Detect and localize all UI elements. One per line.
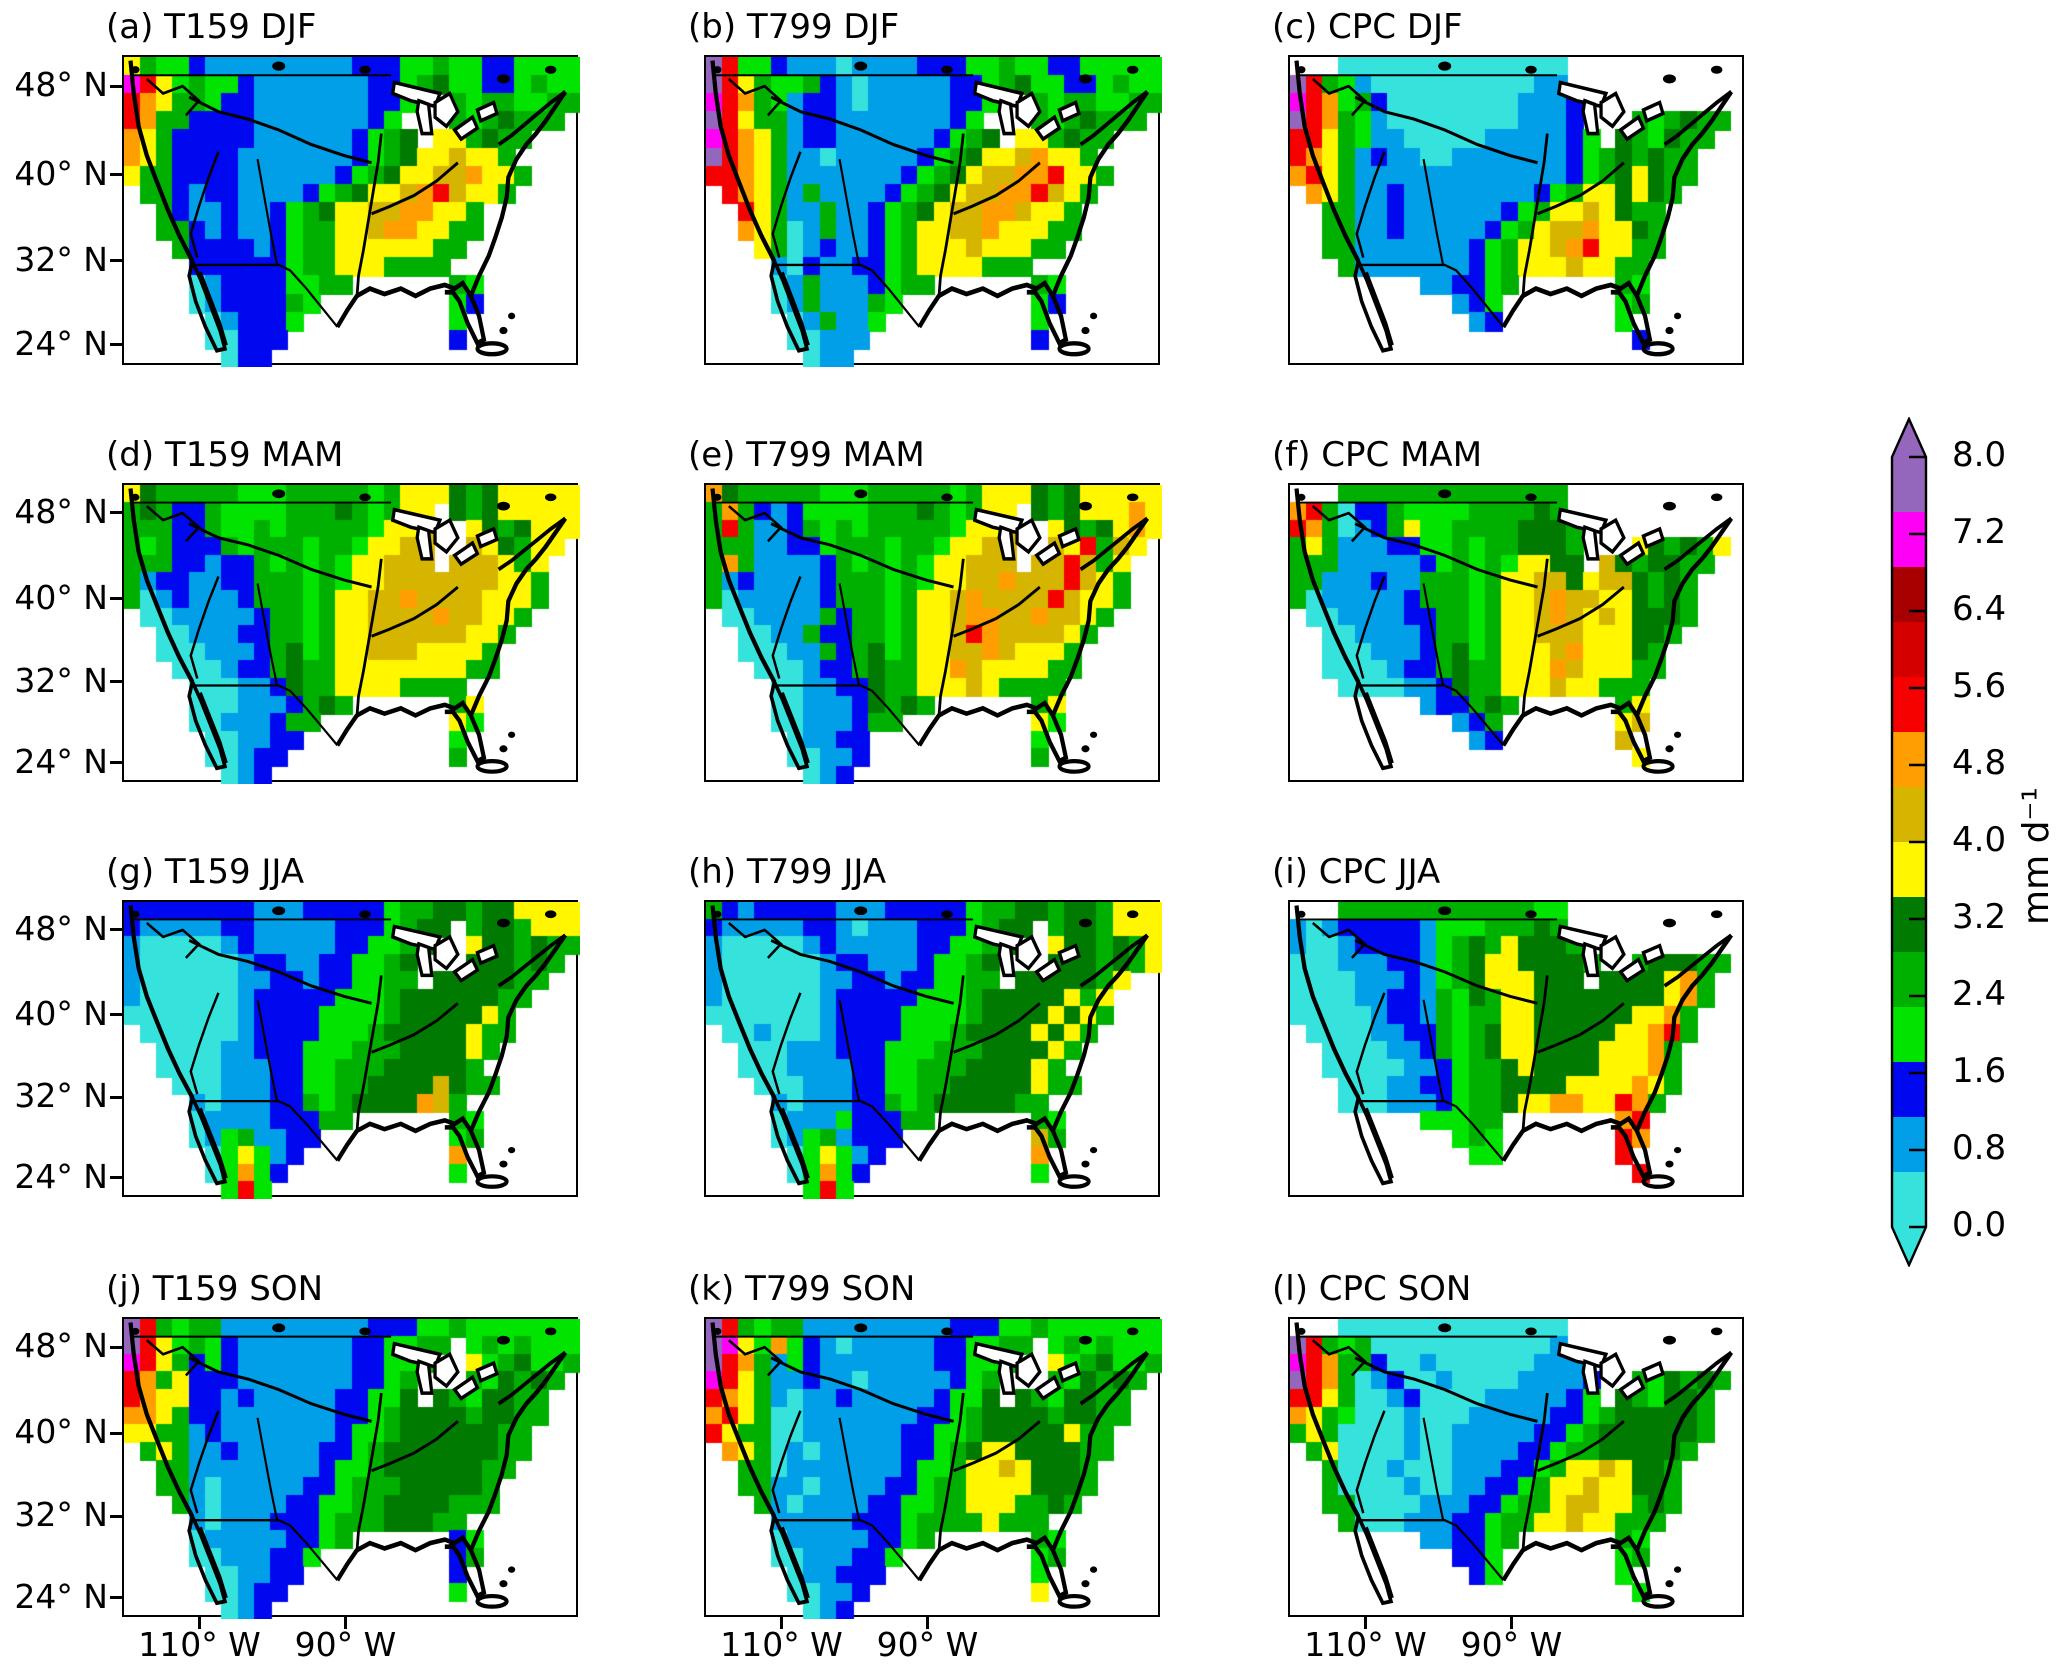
x-tick-label: 110° W bbox=[138, 1625, 261, 1664]
x-tick-mark bbox=[198, 1617, 202, 1629]
panel-j bbox=[122, 1317, 580, 1619]
y-tick-label: 48° N bbox=[14, 1326, 108, 1365]
colorbar-tick-label: 3.2 bbox=[1952, 897, 2007, 937]
precip-grid-g bbox=[124, 902, 580, 1199]
x-tick-mark bbox=[780, 1617, 784, 1629]
colorbar-tick-label: 5.6 bbox=[1952, 666, 2007, 706]
y-tick-mark bbox=[110, 761, 122, 765]
y-tick-mark bbox=[110, 928, 122, 932]
precip-grid-a bbox=[124, 57, 580, 367]
colorbar-tick-label: 6.4 bbox=[1952, 589, 2007, 629]
precip-grid-b bbox=[706, 57, 1162, 367]
y-tick-label: 24° N bbox=[14, 741, 108, 781]
x-tick-mark bbox=[925, 1617, 929, 1629]
panel-k bbox=[704, 1317, 1162, 1619]
y-tick-label: 32° N bbox=[14, 660, 108, 700]
y-tick-label: 32° N bbox=[14, 1495, 108, 1535]
panel-h bbox=[704, 900, 1162, 1199]
y-tick-mark bbox=[110, 259, 122, 263]
panel-title-j: (j) T159 SON bbox=[106, 1269, 324, 1309]
y-tick-label: 32° N bbox=[14, 239, 108, 279]
y-tick-label: 40° N bbox=[14, 577, 108, 617]
panel-title-l: (l) CPC SON bbox=[1272, 1269, 1472, 1309]
panel-title-g: (g) T159 JJA bbox=[106, 852, 305, 892]
x-tick-mark bbox=[343, 1617, 347, 1629]
y-tick-label: 40° N bbox=[14, 1412, 108, 1452]
x-tick-mark bbox=[1364, 1617, 1368, 1629]
y-tick-mark bbox=[110, 1596, 122, 1599]
precip-grid-c bbox=[1290, 57, 1746, 367]
y-tick-mark bbox=[110, 1013, 122, 1017]
panel-title-k: (k) T799 SON bbox=[688, 1269, 916, 1309]
panel-title-d: (d) T159 MAM bbox=[106, 435, 344, 475]
y-tick-label: 40° N bbox=[14, 153, 108, 193]
precip-grid-e bbox=[706, 485, 1162, 784]
precip-grid-d bbox=[124, 485, 580, 784]
precip-grid-f bbox=[1290, 485, 1746, 784]
panel-b bbox=[704, 55, 1162, 367]
panel-title-b: (b) T799 DJF bbox=[688, 7, 900, 47]
panel-i bbox=[1288, 900, 1746, 1199]
x-tick-label: 110° W bbox=[720, 1625, 843, 1664]
y-tick-label: 48° N bbox=[14, 908, 108, 948]
y-tick-mark bbox=[110, 173, 122, 177]
colorbar-unit-label: mm d⁻¹ bbox=[2016, 787, 2057, 925]
panel-a bbox=[122, 55, 580, 367]
precip-grid-i bbox=[1290, 902, 1746, 1199]
colorbar-tick-label: 2.4 bbox=[1952, 974, 2007, 1014]
y-tick-mark bbox=[110, 1176, 122, 1180]
y-tick-mark bbox=[110, 343, 122, 347]
colorbar-tick-label: 4.8 bbox=[1952, 743, 2007, 783]
panel-l bbox=[1288, 1317, 1746, 1619]
panel-title-i: (i) CPC JJA bbox=[1272, 852, 1441, 892]
y-tick-label: 48° N bbox=[14, 491, 108, 531]
panel-title-c: (c) CPC DJF bbox=[1272, 7, 1463, 47]
y-tick-label: 24° N bbox=[14, 1156, 108, 1196]
panel-d bbox=[122, 483, 580, 784]
colorbar-tick-label: 1.6 bbox=[1952, 1051, 2007, 1091]
panel-title-a: (a) T159 DJF bbox=[106, 7, 317, 47]
panel-g bbox=[122, 900, 580, 1199]
x-tick-mark bbox=[1509, 1617, 1513, 1629]
precip-grid-k bbox=[706, 1319, 1162, 1619]
panel-c bbox=[1288, 55, 1746, 367]
y-tick-mark bbox=[110, 1095, 122, 1099]
colorbar-tick-label: 0.0 bbox=[1952, 1205, 2007, 1245]
y-tick-mark bbox=[110, 84, 122, 88]
panel-title-h: (h) T799 JJA bbox=[688, 852, 887, 892]
panel-e bbox=[704, 483, 1162, 784]
y-tick-mark bbox=[110, 511, 122, 515]
panel-title-f: (f) CPC MAM bbox=[1272, 435, 1483, 475]
x-tick-label: 90° W bbox=[1460, 1625, 1563, 1664]
x-tick-label: 110° W bbox=[1304, 1625, 1427, 1664]
panel-f bbox=[1288, 483, 1746, 784]
colorbar-tick-label: 7.2 bbox=[1952, 512, 2007, 552]
y-tick-mark bbox=[110, 680, 122, 684]
y-tick-mark bbox=[110, 597, 122, 601]
y-tick-mark bbox=[110, 1431, 122, 1435]
colorbar-tick-label: 4.0 bbox=[1952, 820, 2007, 860]
colorbar-bar bbox=[1890, 417, 1928, 1267]
colorbar-tick-label: 0.8 bbox=[1952, 1128, 2007, 1168]
precip-grid-j bbox=[124, 1319, 580, 1619]
x-tick-label: 90° W bbox=[294, 1625, 397, 1664]
colorbar: 8.0 7.2 6.4 5.6 4.8 4.0 3.2 2.4 1.6 0.8 0.0 bbox=[1890, 417, 2067, 1267]
y-tick-mark bbox=[110, 1345, 122, 1349]
x-tick-label: 90° W bbox=[876, 1625, 979, 1664]
panel-title-e: (e) T799 MAM bbox=[688, 435, 925, 475]
y-tick-mark bbox=[110, 1514, 122, 1518]
y-tick-label: 40° N bbox=[14, 993, 108, 1033]
precip-grid-h bbox=[706, 902, 1162, 1199]
y-tick-label: 32° N bbox=[14, 1076, 108, 1116]
y-tick-label: 24° N bbox=[14, 1576, 108, 1616]
y-tick-label: 24° N bbox=[14, 323, 108, 363]
precip-grid-l bbox=[1290, 1319, 1746, 1619]
y-tick-label: 48° N bbox=[14, 65, 108, 104]
colorbar-tick-label: 8.0 bbox=[1952, 435, 2007, 475]
